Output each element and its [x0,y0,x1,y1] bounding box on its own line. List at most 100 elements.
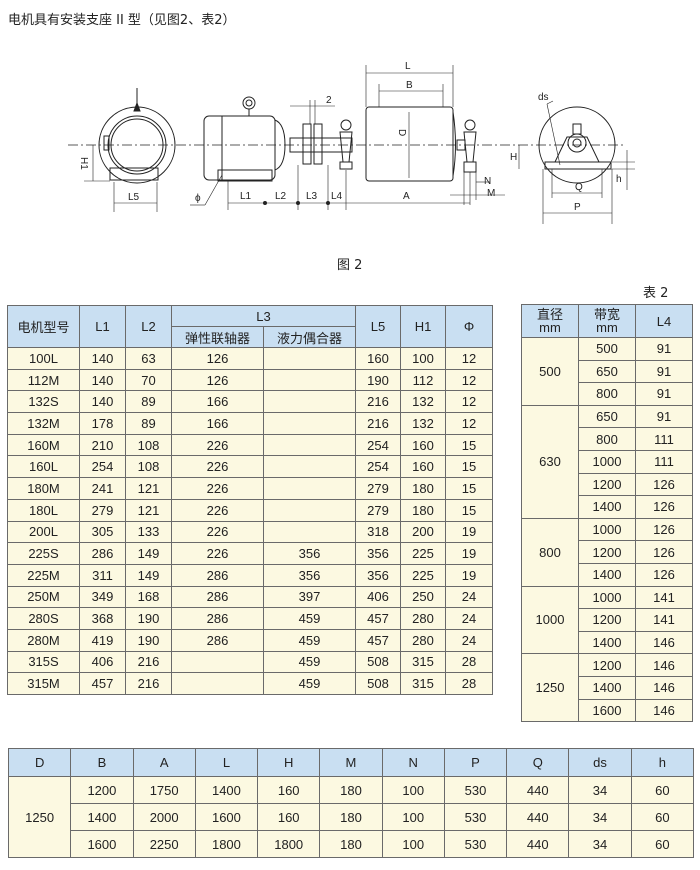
table-cell: 226 [171,433,264,457]
table-cell: 200 [400,520,446,544]
table-header-cell: M [319,748,383,777]
figure-2-drawing: H1 L5 ϕ 2 L B D [68,61,635,224]
table-cell: 60 [630,776,695,804]
table-cell: 250 [400,585,446,609]
table-cell: 254 [355,433,401,457]
table-cell: 250M [7,585,80,609]
table-cell: 140 [79,390,126,414]
table-cell: 1400 [70,803,134,831]
table-cell: 280S [7,607,80,630]
header-l2: L2 [125,305,172,348]
table-cell: 190 [125,607,172,630]
table-cell: 149 [125,563,172,587]
l4-cell: 126 [635,517,693,542]
table-cell: 530 [443,830,508,858]
dim-label-small-h: h [616,174,622,185]
table-row: 112M 140 70 126 190 112 12 [7,368,493,392]
table-cell: 459 [263,650,356,674]
table-cell: 225M [7,563,80,587]
table-cell: 1600 [70,830,134,858]
dim-label-m: M [487,188,495,199]
table-cell: 89 [125,390,172,414]
table-cell: 180 [319,776,383,804]
table-cell: 356 [263,563,356,587]
table-cell: 254 [79,455,126,479]
table-header-cell: D [7,748,72,777]
table-cell [171,672,264,695]
table-row: 160M 210 108 226 254 160 15 [7,433,493,457]
table-header-cell: L [194,748,259,777]
header-l3: L3 [171,305,356,327]
table-cell: 286 [79,542,126,565]
table-row: 1400 126 [522,495,693,519]
page-title: 电机具有安装支座 II 型（见图2、表2） [8,13,236,28]
table-cell [263,347,356,370]
table-cell: 108 [125,433,172,457]
table-cell: 126 [171,368,264,392]
table-row: 1250 1200 1750 1400 160 180 100 530 440 34 60 [7,776,695,858]
table-cell: 311 [79,563,126,587]
l4-cell: 111 [635,449,693,474]
header-l1: L1 [79,305,126,348]
table-cell: 315M [7,672,80,695]
table-cell: 12 [445,412,493,435]
table-header-cell: Q [506,748,570,777]
table-row: 280S 368 190 286 459 457 280 24 [7,607,493,630]
table-cell: 356 [355,563,401,587]
table-header-cell: B [70,748,134,777]
motor-dimension-table: 电机型号 L1 L2 L3 L5 H1 Φ 弹性联轴器 液力偶合器 100L 14… [7,305,493,695]
table-cell: 226 [171,477,264,500]
header-model: 电机型号 [7,305,80,348]
bearing-left [339,119,353,170]
motor-front-view [98,88,176,184]
table-cell: 24 [445,607,493,630]
table-cell: 34 [568,803,632,831]
table-cell: 15 [445,455,493,479]
table-cell: 112M [7,368,80,392]
table-cell: 305 [79,520,126,544]
diameter-cell: 630 [521,404,579,519]
table-row: 1200 141 [522,608,693,632]
table-cell: 12 [445,368,493,392]
table-cell: 457 [79,672,126,695]
table-cell: 180 [400,498,446,522]
dim-label-2: 2 [326,95,332,106]
l4-cell: 126 [635,495,693,519]
table-cell: 89 [125,412,172,435]
table-cell: 241 [79,477,126,500]
belt-width-cell: 1600 [578,698,636,723]
table-cell: 279 [355,477,401,500]
table-cell: 279 [355,498,401,522]
table-cell: 315 [400,672,446,695]
belt-width-cell: 1400 [578,495,636,519]
table-cell: 121 [125,477,172,500]
table-cell: 15 [445,477,493,500]
table-cell: 508 [355,672,401,695]
table-row: 800 1000 126 [521,517,693,587]
belt-width-cell: 1000 [578,449,636,474]
table-cell: 126 [171,347,264,370]
table-cell: 160 [400,433,446,457]
table-cell: 210 [79,433,126,457]
table-cell: 279 [79,498,126,522]
table-row: 250M 349 168 286 397 406 250 24 [7,585,493,609]
table-cell: 121 [125,498,172,522]
dim-label-l2: L2 [275,191,287,202]
table-cell: 286 [171,628,264,652]
table-cell: 132S [7,390,80,414]
belt-width-cell: 1400 [578,630,636,655]
table-row: 1600 2250 1800 1800 180 100 530 440 34 60 [9,830,695,858]
belt-width-cell: 800 [578,382,636,406]
table-cell: 160M [7,433,80,457]
diameter-cell: 1000 [521,585,579,655]
table-cell: 166 [171,412,264,435]
l4-cell: 146 [635,630,693,655]
table-row: 132S 140 89 166 216 132 12 [7,390,493,414]
dim-label-p: P [574,202,581,213]
header-l4: L4 [635,304,693,338]
table-cell: 1400 [194,776,259,804]
header-l3-elastic-coupling: 弹性联轴器 [171,326,264,348]
table-cell: 368 [79,607,126,630]
table-cell [263,498,356,522]
table-cell: 225 [400,542,446,565]
